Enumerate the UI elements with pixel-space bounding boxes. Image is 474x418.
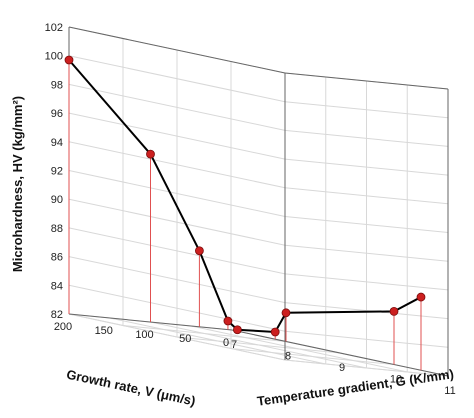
data-point (64, 55, 74, 65)
frame-edge (68, 26, 286, 74)
z-tick-label: 100 (45, 51, 63, 63)
data-point (223, 316, 233, 326)
z-tick-label: 82 (51, 309, 63, 321)
z-tick-label: 102 (45, 22, 63, 34)
y-tick-label: 150 (95, 325, 113, 337)
y-tick-label: 200 (54, 321, 72, 333)
y-axis-title: Growth rate, V (μm/s) (65, 367, 197, 409)
axes-frame (68, 26, 449, 377)
z-axis-title: Microhardness, HV (kg/mm²) (10, 96, 25, 272)
floor-grid-line (150, 321, 367, 369)
data-point (416, 292, 426, 302)
markers (64, 55, 426, 337)
x-axis-title: Temperature gradient, G (K/mm) (256, 366, 455, 408)
z-tick-label: 98 (51, 79, 63, 91)
z-tick-label: 92 (51, 166, 63, 178)
floor-grid-line (68, 313, 286, 361)
data-point (389, 307, 399, 316)
z-tick-label: 86 (51, 252, 63, 264)
y-tick-label: 100 (135, 329, 153, 341)
grid-layer (68, 26, 449, 377)
z-tick-label: 90 (51, 194, 63, 206)
y-tick-label: 50 (179, 333, 191, 345)
x-tick-label: 7 (231, 339, 237, 351)
drop-lines (68, 60, 422, 371)
z-tick-label: 84 (51, 280, 63, 292)
data-point (232, 325, 242, 335)
floor-grid-line (191, 325, 408, 373)
data-point (194, 246, 204, 256)
frame-edge (284, 72, 449, 90)
y-tick-label: 0 (223, 337, 229, 349)
z-tick-label: 96 (51, 108, 63, 120)
frame-edge (231, 329, 449, 377)
floor-grid-line (109, 317, 326, 365)
data-point (270, 327, 280, 337)
x-tick-label: 10 (390, 374, 402, 386)
tick-labels: 82 84 86 88 90 92 94 96 98 100 102 0 50 100 150 200 7 8 9 1… (45, 22, 456, 397)
x-tick-label: 11 (444, 385, 455, 397)
data-point (146, 149, 155, 159)
x-tick-label: 8 (285, 351, 291, 363)
x-tick-label: 9 (339, 362, 345, 374)
data-point (281, 308, 291, 318)
z-tick-label: 94 (51, 137, 63, 149)
z-tick-label: 88 (51, 223, 63, 235)
